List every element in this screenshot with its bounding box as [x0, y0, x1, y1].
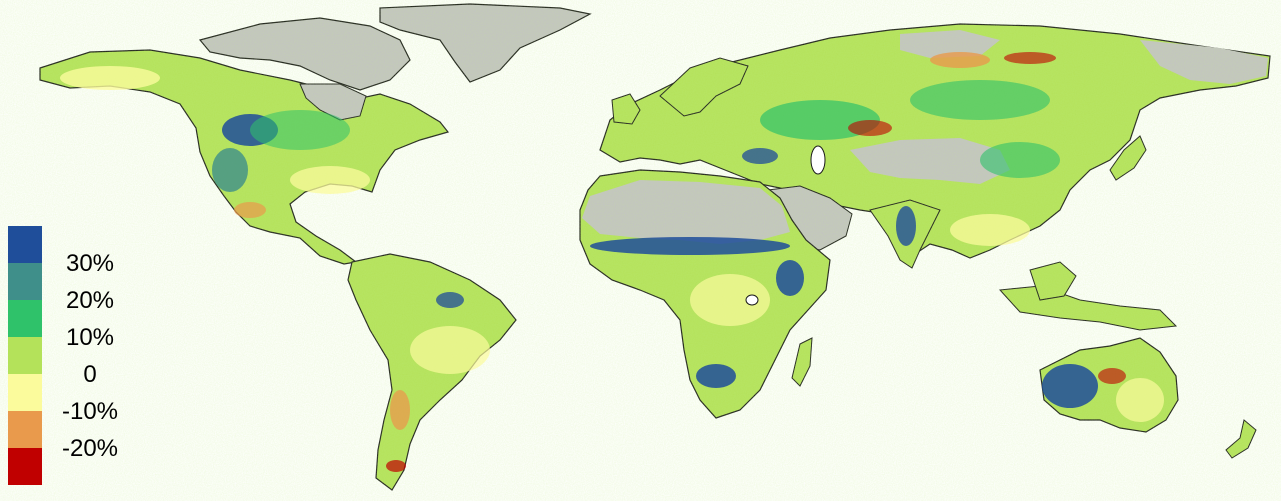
legend-swatch: [8, 300, 42, 337]
anomaly-central-africa-yellow: [690, 274, 770, 326]
caspian-sea: [810, 145, 826, 175]
anomaly-southeast-us-yellow: [290, 166, 370, 194]
legend-label: 30%: [66, 250, 114, 277]
legend-label: 10%: [66, 324, 114, 351]
anomaly-southern-africa: [696, 364, 736, 388]
anomaly-central-australia-red: [1098, 368, 1126, 384]
legend-swatch: [8, 337, 42, 374]
legend-swatch: [8, 226, 42, 263]
anomaly-mexico-orange: [234, 202, 266, 218]
anomaly-siberia-red: [930, 52, 990, 68]
legend-label: -20%: [62, 435, 118, 462]
anomaly-western-australia: [1042, 364, 1098, 408]
legend-swatch: [8, 374, 42, 411]
anomaly-north-america-green: [250, 110, 350, 150]
legend-swatch: [8, 263, 42, 300]
anomaly-russia-green: [910, 80, 1050, 120]
anomaly-siberia-red-2: [1004, 52, 1056, 64]
anomaly-india: [896, 206, 916, 246]
anomaly-china-green: [980, 142, 1060, 178]
anomaly-andes-orange: [390, 390, 410, 430]
anomaly-great-plains: [212, 148, 248, 192]
legend: 30% 20% 10% 0 -10% -20%: [8, 226, 118, 485]
anomaly-south-asia-yellow: [950, 214, 1030, 246]
legend-swatch: [8, 448, 42, 485]
legend-label: 0: [83, 361, 96, 388]
anomaly-central-asia-red: [848, 120, 892, 136]
anomaly-patches: [60, 52, 1164, 472]
anomaly-sahel: [590, 237, 790, 255]
anomaly-eastern-australia-yellow: [1116, 378, 1164, 422]
anomaly-alaska-yellow: [60, 66, 160, 90]
anomaly-patagonia-red: [386, 460, 406, 472]
anomaly-black-sea: [742, 148, 778, 164]
anomaly-east-africa: [776, 260, 804, 296]
legend-swatch: [8, 411, 42, 448]
legend-label: 20%: [66, 287, 114, 314]
lake-victoria: [745, 294, 759, 306]
legend-label: -10%: [62, 398, 118, 425]
anomaly-amazon: [436, 292, 464, 308]
anomaly-brazil-yellow: [410, 326, 490, 374]
